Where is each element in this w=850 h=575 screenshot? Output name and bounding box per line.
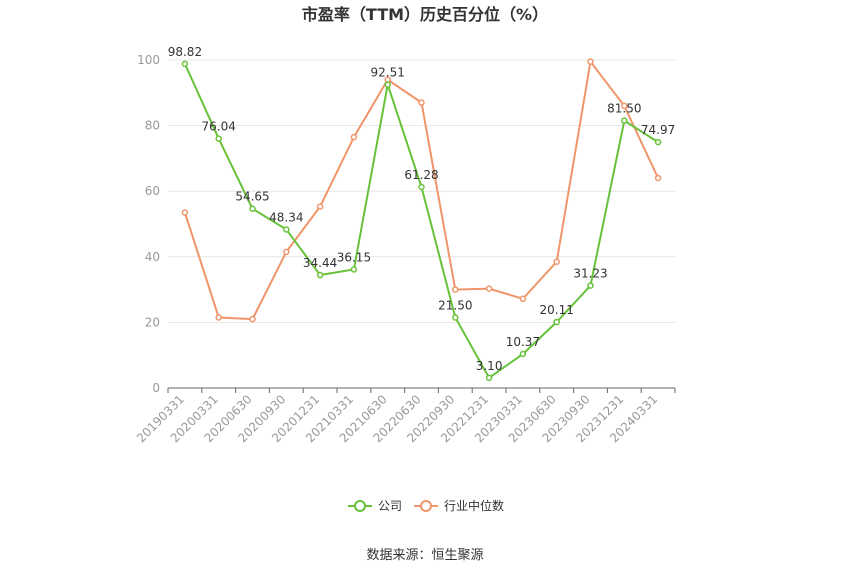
- data-point[interactable]: [621, 102, 628, 110]
- data-point[interactable]: [316, 203, 324, 210]
- data-point[interactable]: [283, 248, 290, 256]
- data-point[interactable]: [485, 285, 493, 292]
- data-point[interactable]: [519, 350, 527, 358]
- data-label: 74.97: [641, 123, 675, 137]
- data-point[interactable]: [553, 318, 560, 326]
- data-point[interactable]: [553, 258, 560, 265]
- legend-item-company[interactable]: 公司: [348, 499, 402, 513]
- data-point[interactable]: [181, 60, 189, 68]
- data-point[interactable]: [249, 205, 256, 212]
- data-point[interactable]: [181, 209, 189, 216]
- y-tick-label: 20: [145, 315, 160, 329]
- legend-label: 行业中位数: [444, 498, 504, 513]
- data-label: 20.11: [540, 303, 574, 317]
- data-point[interactable]: [215, 135, 222, 142]
- series-line: [183, 63, 659, 380]
- data-point[interactable]: [452, 314, 459, 321]
- data-point[interactable]: [452, 286, 459, 293]
- y-tick-label: 60: [145, 184, 160, 198]
- y-tick-label: 0: [152, 381, 160, 395]
- data-point[interactable]: [587, 58, 594, 65]
- data-point[interactable]: [587, 282, 594, 289]
- chart-title: 市盈率（TTM）历史百分位（%）: [302, 5, 548, 24]
- y-tick-label: 80: [145, 119, 160, 133]
- legend-marker: [354, 500, 366, 512]
- data-label: 54.65: [235, 190, 269, 204]
- data-point[interactable]: [283, 226, 290, 233]
- data-label: 3.10: [476, 359, 503, 373]
- data-label: 76.04: [202, 120, 236, 134]
- series-layer: [181, 58, 662, 382]
- data-label: 81.50: [607, 102, 641, 116]
- data-point[interactable]: [485, 374, 493, 382]
- series-industry-median: [181, 58, 662, 323]
- data-label: 31.23: [573, 267, 607, 281]
- legend-item-industry-median[interactable]: 行业中位数: [414, 498, 504, 513]
- data-point[interactable]: [215, 314, 222, 321]
- data-point[interactable]: [316, 271, 324, 279]
- data-point[interactable]: [654, 174, 662, 182]
- data-label: 98.82: [168, 45, 202, 59]
- data-label: 21.50: [438, 298, 472, 312]
- data-point[interactable]: [249, 315, 256, 323]
- grid: [168, 59, 675, 323]
- data-point[interactable]: [418, 183, 425, 191]
- data-point[interactable]: [350, 133, 358, 141]
- data-point[interactable]: [519, 295, 527, 303]
- y-axis: 0 20 40 60 80 100: [137, 53, 160, 395]
- y-tick-label: 100: [137, 53, 160, 67]
- data-label: 61.28: [404, 168, 438, 182]
- data-label: 34.44: [303, 256, 337, 270]
- x-axis: 2019033120200331202006302020093020201231…: [134, 387, 676, 445]
- data-point[interactable]: [384, 81, 391, 88]
- legend-label: 公司: [378, 499, 402, 513]
- data-point[interactable]: [621, 117, 628, 124]
- source-note: 数据来源：恒生聚源: [366, 548, 483, 563]
- series-company: [181, 60, 662, 382]
- legend: 公司 行业中位数: [348, 498, 504, 513]
- data-label: 48.34: [269, 210, 303, 224]
- data-point[interactable]: [350, 266, 358, 273]
- data-label: 36.15: [337, 250, 371, 264]
- data-point[interactable]: [418, 99, 425, 106]
- y-tick-label: 40: [145, 250, 160, 264]
- data-point[interactable]: [654, 138, 662, 146]
- data-label: 10.37: [506, 335, 540, 349]
- data-label: 92.51: [371, 66, 405, 80]
- legend-marker: [420, 500, 432, 512]
